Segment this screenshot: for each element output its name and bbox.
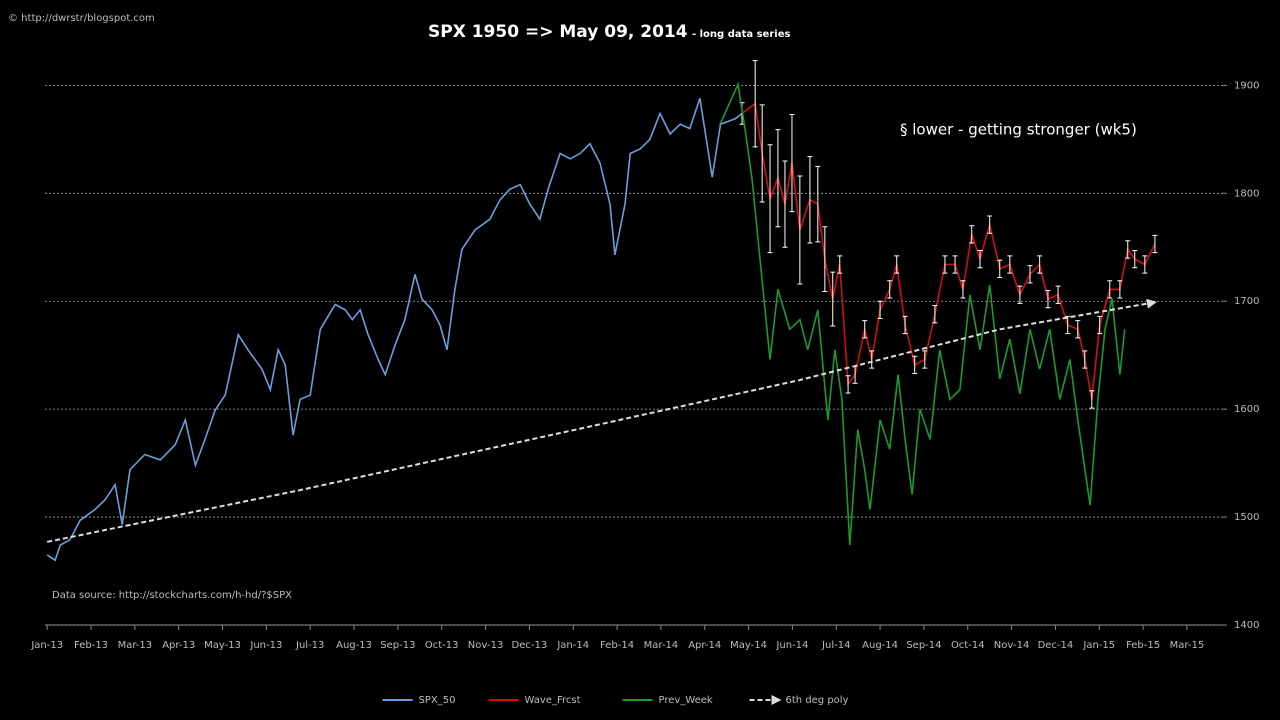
data-source: Data source: http://stockcharts.com/h-hd… (52, 590, 292, 601)
error-bar (807, 156, 813, 244)
error-bar (977, 250, 983, 269)
x-tick-label: Nov-13 (468, 640, 504, 651)
legend-label: Wave_Frcst (525, 695, 581, 706)
x-tick-label: Jan-15 (1082, 640, 1115, 651)
legend-label: SPX_50 (419, 695, 456, 706)
error-bar (902, 315, 908, 335)
error-bar (789, 114, 795, 213)
error-bar (1125, 240, 1131, 259)
error-bar (1065, 315, 1071, 335)
error-bar (837, 255, 843, 274)
error-bar (960, 280, 966, 299)
series-line (719, 81, 1126, 546)
error-bar (942, 255, 948, 274)
x-tick-label: Aug-13 (336, 640, 372, 651)
annotation: § lower - getting stronger (wk5) (900, 121, 1137, 139)
x-tick-label: Oct-14 (951, 640, 985, 651)
error-bar (1027, 265, 1033, 284)
error-bar (775, 129, 781, 228)
error-bar (1017, 285, 1023, 304)
error-bar (1117, 280, 1123, 299)
series-line (741, 102, 1156, 400)
error-bar (1037, 255, 1043, 274)
error-bar (1075, 320, 1081, 339)
legend-label: 6th deg poly (786, 695, 849, 706)
x-tick-label: Mar-13 (118, 640, 153, 651)
error-bar (1152, 234, 1158, 254)
credit: © http://dwrstr/blogspot.com (8, 13, 155, 24)
error-bar (877, 300, 883, 320)
y-tick-label: 1400 (1234, 620, 1259, 631)
x-tick-label: Feb-15 (1126, 640, 1160, 651)
error-bar (1007, 255, 1013, 274)
error-bar (822, 226, 828, 293)
error-bar (1132, 250, 1138, 269)
error-bar (1089, 390, 1095, 409)
error-bar (922, 350, 928, 369)
y-tick-label: 1900 (1234, 80, 1259, 91)
error-bar (969, 225, 975, 244)
x-tick-label: Mar-15 (1170, 640, 1205, 651)
y-tick-label: 1700 (1234, 296, 1259, 307)
error-bar (1045, 289, 1051, 309)
x-tick-label: Oct-13 (425, 640, 459, 651)
y-tick-label: 1500 (1234, 512, 1259, 523)
error-bar (894, 255, 900, 274)
error-bar (1082, 350, 1088, 369)
error-bar (987, 215, 993, 234)
error-bar (997, 259, 1003, 278)
x-tick-label: Aug-14 (862, 640, 898, 651)
series-line (46, 98, 743, 562)
error-bar (767, 144, 773, 254)
error-bar (932, 305, 938, 324)
error-bar (862, 320, 868, 339)
error-bar (759, 104, 765, 203)
x-tick-label: Jul-14 (821, 640, 850, 651)
error-bar (782, 160, 788, 248)
chart-title: SPX 1950 => May 09, 2014 (428, 22, 688, 42)
x-tick-label: May-14 (730, 640, 767, 651)
x-tick-label: Jan-13 (30, 640, 63, 651)
error-bar (752, 60, 758, 148)
chart-subtitle: - long data series (692, 29, 790, 40)
error-bar (1055, 285, 1061, 304)
x-tick-label: Mar-14 (644, 640, 679, 651)
error-bar (797, 175, 803, 285)
x-tick-label: Feb-14 (600, 640, 634, 651)
x-tick-label: Apr-14 (688, 640, 721, 651)
x-tick-label: Jul-13 (295, 640, 324, 651)
legend-label: Prev_Week (659, 695, 713, 706)
error-bar (912, 355, 918, 375)
error-bar (815, 165, 821, 243)
x-tick-label: Jun-13 (249, 640, 282, 651)
y-tick-label: 1600 (1234, 404, 1259, 415)
y-tick-label: 1800 (1234, 188, 1259, 199)
error-bar (1142, 255, 1148, 274)
x-tick-label: Dec-13 (512, 640, 548, 651)
error-bar (830, 271, 836, 327)
x-tick-label: Nov-14 (994, 640, 1030, 651)
x-tick-label: Sep-14 (906, 640, 941, 651)
x-tick-label: Sep-13 (380, 640, 415, 651)
x-tick-label: Feb-13 (74, 640, 108, 651)
x-tick-label: May-13 (204, 640, 241, 651)
x-tick-label: Jan-14 (556, 640, 589, 651)
error-bar (952, 255, 958, 274)
x-tick-label: Dec-14 (1038, 640, 1074, 651)
error-bar (869, 350, 875, 369)
error-bar (887, 280, 893, 299)
error-bar (1097, 315, 1103, 335)
error-bar (1107, 280, 1113, 299)
series-line (46, 298, 1157, 543)
x-tick-label: Apr-13 (162, 640, 195, 651)
error-bar (845, 375, 851, 394)
x-tick-label: Jun-14 (775, 640, 808, 651)
